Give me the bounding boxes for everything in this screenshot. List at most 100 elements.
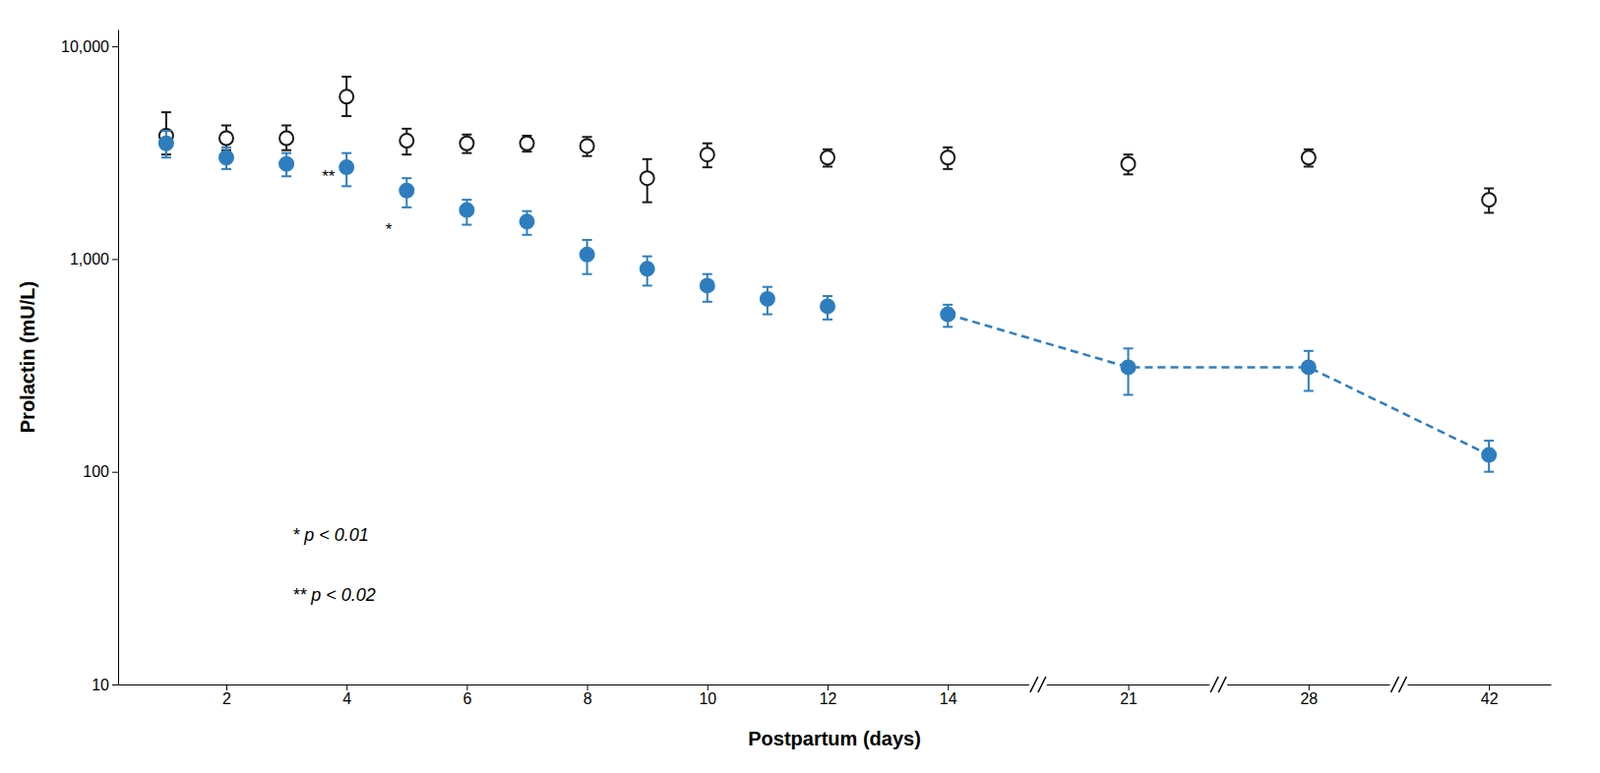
point [159, 136, 174, 151]
x-tick-label: 8 [583, 690, 593, 708]
error-bar-cap-low [461, 224, 472, 227]
error-bar-cap-high [942, 146, 953, 149]
significance-note: ** p < 0.02 [292, 585, 376, 606]
y-axis: 10 100 1,000 10,000 [61, 30, 119, 694]
point [640, 171, 655, 185]
error-bar-cap-high [1483, 187, 1494, 190]
point [1121, 360, 1136, 374]
x-tick-label: 12 [819, 690, 838, 708]
x-tick: 28 [1299, 684, 1318, 708]
axis-break-slash [1390, 676, 1399, 693]
axis-break-gap [1389, 682, 1408, 687]
error-bar-cap-low [702, 166, 713, 169]
error-bar-cap-high [582, 135, 593, 138]
x-tick-label: 2 [222, 690, 232, 708]
y-tick-mark [112, 684, 119, 686]
error-bar-cap-high [161, 111, 172, 114]
y-tick-mark [112, 46, 119, 48]
point [399, 184, 414, 198]
axis-break-slash [1038, 676, 1047, 693]
error-bar-cap-low [582, 155, 593, 158]
x-tick-mark [226, 684, 228, 691]
point [820, 299, 835, 313]
point [339, 160, 354, 175]
x-tick-label: 21 [1119, 690, 1138, 708]
y-tick: 10 [91, 676, 119, 694]
plot: 2468101214212842101001,00010,000**** p <… [16, 30, 1552, 751]
x-axis-line [119, 684, 1552, 686]
point [820, 150, 835, 165]
axis-break-gap [1029, 682, 1047, 687]
error-bar-cap-high [401, 127, 412, 130]
error-bar-cap-high [522, 210, 533, 213]
error-bar-cap-high [281, 124, 292, 127]
error-bar-cap-high [642, 158, 653, 161]
x-tick-mark [1308, 684, 1310, 691]
error-bar-cap-low [942, 168, 953, 171]
point [1481, 448, 1496, 463]
error-bar-cap-low [1123, 173, 1134, 176]
error-bar-cap-high [461, 198, 472, 201]
x-axis: 2468101214212842 [119, 684, 1552, 708]
point [1481, 192, 1496, 207]
y-tick: 1,000 [69, 250, 119, 268]
point [1301, 150, 1316, 165]
axis-break-slash [1398, 676, 1407, 693]
error-bar-cap-high [341, 152, 352, 155]
y-axis-title: Prolactin (mU/L) [16, 281, 39, 433]
x-tick: 10 [698, 684, 717, 708]
error-bar-cap-high [461, 133, 472, 136]
axis-break-slash [1210, 676, 1219, 693]
error-bar-cap-low [401, 153, 412, 156]
y-tick-label: 10 [91, 676, 110, 694]
significance-note: * p < 0.01 [292, 525, 370, 546]
error-bar-cap-low [642, 284, 653, 287]
x-tick-mark [947, 684, 949, 691]
y-tick-label: 100 [82, 463, 110, 481]
point [459, 203, 474, 218]
error-bar-cap-high [822, 295, 833, 298]
x-tick-mark [346, 684, 348, 691]
error-bar-cap-high [281, 152, 292, 155]
axis-breaks [1029, 676, 1409, 693]
error-bar-cap-low [1483, 211, 1494, 214]
error-bar-cap-low [822, 318, 833, 321]
error-bar-cap-low [341, 115, 352, 118]
x-tick-mark [587, 684, 589, 691]
significance-mark: ** [321, 167, 336, 186]
error-bar-cap-low [461, 152, 472, 155]
x-axis-title: Postpartum (days) [747, 728, 922, 750]
series [159, 130, 835, 320]
error-bar-cap-high [582, 239, 593, 242]
error-bar-cap-high [1123, 347, 1134, 350]
y-tick-label: 10,000 [61, 38, 110, 56]
y-tick-label: 1,000 [69, 250, 110, 268]
axis-break-slash [1030, 676, 1039, 693]
error-bar-cap-low [942, 325, 953, 328]
error-bar-cap-low [1483, 471, 1494, 474]
error-bar-cap-high [221, 124, 232, 127]
x-tick: 42 [1480, 684, 1499, 708]
point [700, 147, 715, 162]
x-tick-mark [707, 684, 709, 691]
point [219, 150, 234, 165]
x-tick-label: 6 [462, 690, 472, 708]
error-bar-cap-low [1123, 393, 1134, 396]
x-tick: 8 [583, 684, 593, 708]
y-tick: 10,000 [61, 38, 119, 56]
error-bar-cap-high [642, 255, 653, 258]
error-bar-cap-low [281, 175, 292, 178]
x-tick: 4 [342, 684, 352, 708]
error-bar-cap-high [1303, 350, 1314, 353]
axis-break-gap [1209, 682, 1228, 687]
y-tick: 100 [82, 463, 119, 481]
error-bar-cap-low [281, 149, 292, 152]
point [219, 131, 234, 146]
point [339, 89, 354, 104]
x-tick-label: 28 [1299, 690, 1318, 708]
y-axis-line [118, 30, 120, 686]
error-bar-cap-low [642, 201, 653, 204]
error-bar-cap-low [221, 168, 232, 171]
error-bar-cap-low [522, 234, 533, 237]
error-bar-cap-high [401, 177, 412, 180]
